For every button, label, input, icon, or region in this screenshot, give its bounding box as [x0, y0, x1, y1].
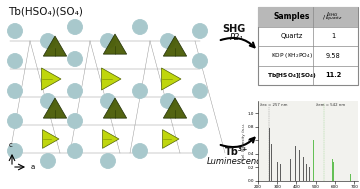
Circle shape: [193, 143, 207, 159]
Bar: [271, 144, 272, 181]
Bar: [290, 159, 291, 181]
Circle shape: [40, 94, 55, 108]
Text: λem = 542 nm: λem = 542 nm: [316, 103, 345, 107]
Circle shape: [8, 84, 22, 98]
Bar: [299, 150, 300, 181]
Bar: [269, 128, 270, 181]
Text: a: a: [31, 164, 35, 170]
Circle shape: [161, 94, 176, 108]
Circle shape: [68, 143, 82, 159]
Circle shape: [193, 23, 207, 39]
Circle shape: [193, 53, 207, 68]
Bar: [277, 162, 278, 181]
Bar: [258, 7, 358, 85]
Polygon shape: [41, 68, 61, 90]
Circle shape: [40, 153, 55, 169]
Bar: [295, 146, 296, 181]
Circle shape: [132, 19, 148, 35]
Circle shape: [193, 114, 207, 129]
Text: Quartz: Quartz: [281, 33, 303, 39]
Text: Tb³⁺: Tb³⁺: [225, 147, 249, 157]
Polygon shape: [162, 68, 181, 90]
Polygon shape: [42, 130, 59, 148]
Polygon shape: [103, 130, 119, 148]
Text: Luminescence: Luminescence: [207, 156, 267, 166]
Bar: [280, 164, 281, 181]
Text: P2₁: P2₁: [230, 33, 244, 43]
Circle shape: [8, 53, 22, 68]
Circle shape: [8, 23, 22, 39]
Bar: [3, 13, 211, 177]
Bar: [313, 140, 314, 181]
Text: 11.2: 11.2: [325, 72, 341, 78]
Circle shape: [100, 33, 116, 49]
Circle shape: [8, 114, 22, 129]
Circle shape: [68, 84, 82, 98]
Bar: [332, 159, 333, 181]
Circle shape: [100, 153, 116, 169]
Y-axis label: Rel. Intensity /a.u.: Rel. Intensity /a.u.: [242, 122, 246, 160]
Text: KDP ($\mathregular{KH_2PO_4}$): KDP ($\mathregular{KH_2PO_4}$): [271, 51, 313, 60]
Circle shape: [68, 19, 82, 35]
Polygon shape: [163, 98, 187, 118]
Polygon shape: [162, 130, 179, 148]
Text: Samples: Samples: [274, 12, 310, 21]
Bar: [350, 174, 351, 181]
Text: $/\,I_{quartz}$: $/\,I_{quartz}$: [323, 14, 343, 24]
Circle shape: [100, 94, 116, 108]
Text: $\mathbf{Tb[HSO_4](SO_4)}$: $\mathbf{Tb[HSO_4](SO_4)}$: [267, 71, 317, 80]
Text: $I_{SHG}$: $I_{SHG}$: [327, 10, 339, 19]
Polygon shape: [163, 36, 187, 56]
Polygon shape: [103, 34, 127, 54]
Bar: [287, 154, 288, 181]
Text: 1: 1: [331, 33, 335, 39]
Circle shape: [68, 51, 82, 67]
Text: SHG: SHG: [222, 24, 246, 34]
Polygon shape: [102, 68, 121, 90]
Circle shape: [132, 84, 148, 98]
Circle shape: [193, 84, 207, 98]
Text: λex = 257 nm: λex = 257 nm: [260, 103, 288, 107]
Polygon shape: [43, 36, 67, 56]
Polygon shape: [103, 98, 127, 118]
Bar: [333, 162, 334, 181]
Circle shape: [132, 143, 148, 159]
Bar: [306, 164, 307, 181]
Text: Tb(HSO₄)(SO₄): Tb(HSO₄)(SO₄): [8, 6, 83, 16]
Bar: [268, 119, 269, 181]
Circle shape: [8, 143, 22, 159]
Text: 9.58: 9.58: [326, 53, 340, 59]
Bar: [309, 167, 310, 181]
Circle shape: [40, 33, 55, 49]
Polygon shape: [43, 98, 67, 118]
Circle shape: [161, 33, 176, 49]
Bar: [303, 157, 304, 181]
Text: c: c: [9, 142, 13, 148]
Circle shape: [68, 114, 82, 129]
Bar: [258, 7, 358, 26]
